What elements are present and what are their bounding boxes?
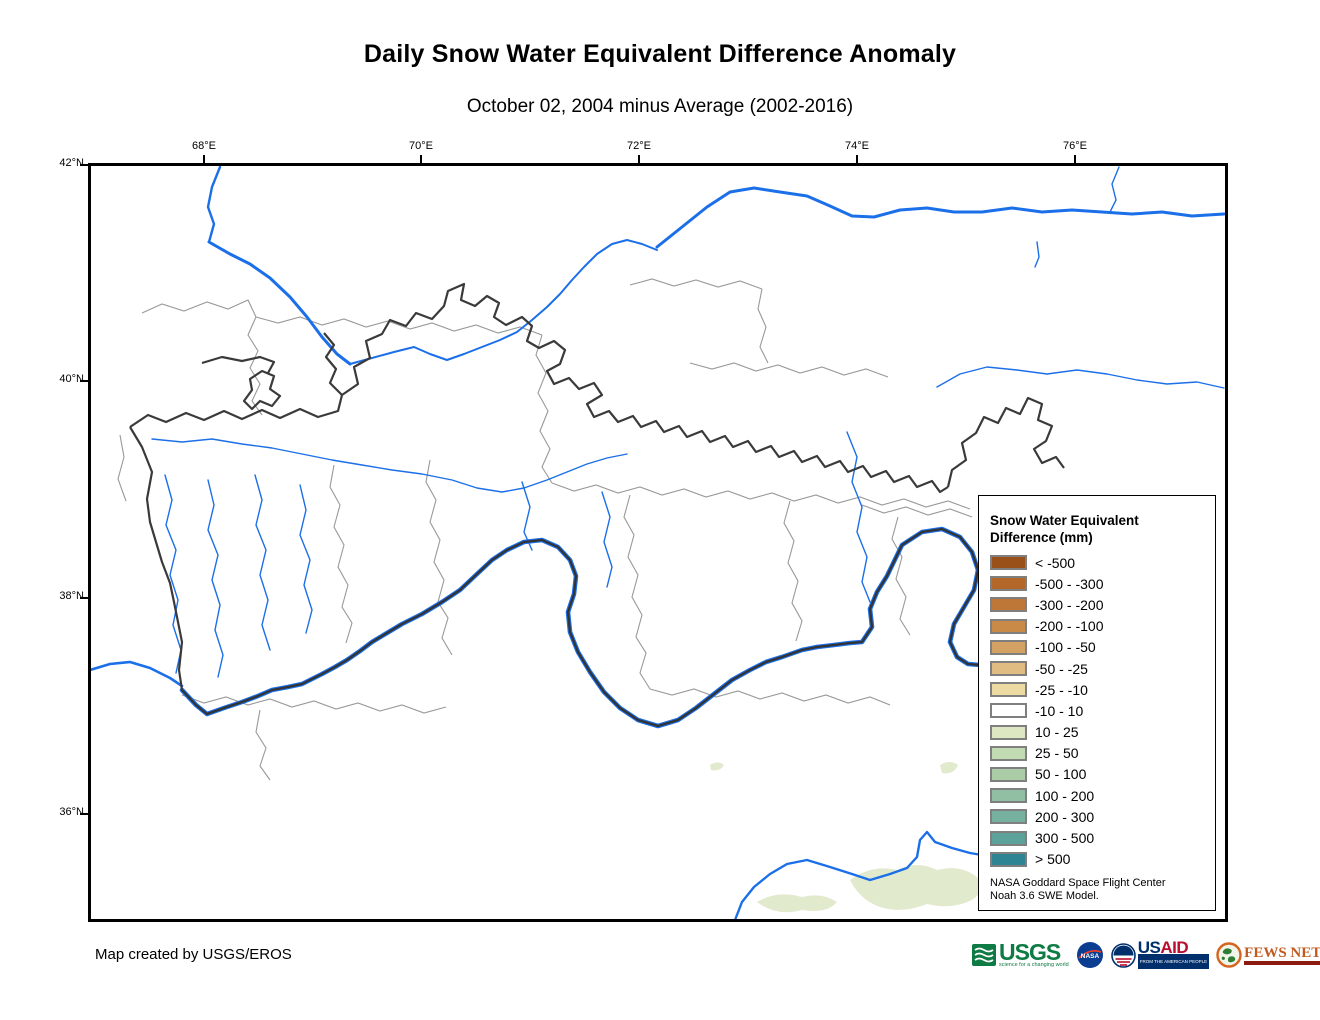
legend-item: -10 - 10 [990,700,1215,721]
nasa-logo: NASA [1076,942,1103,968]
lon-tick-label-70e: 70°E [409,140,433,152]
usgs-wordmark: USGS [999,939,1061,965]
lat-tick-label-40n: 40°N [59,373,84,385]
usgs-logo: USGS science for a changing world [972,939,1069,968]
legend-swatch [990,576,1027,592]
lat-tick-label-42n: 42°N [59,157,84,169]
legend-item-label: -300 - -200 [1035,596,1104,613]
lat-tick-mark [80,813,89,815]
legend-item-label: -200 - -100 [1035,618,1104,635]
legend-swatch [990,788,1027,804]
lon-tick-mark [856,155,858,164]
legend-item: -50 - -25 [990,658,1215,679]
legend-item-label: 300 - 500 [1035,830,1095,847]
map-neatline [90,165,1226,920]
lon-tick-label-68e: 68°E [192,140,216,152]
legend-swatch [990,809,1027,825]
legend-item: -100 - -50 [990,637,1215,658]
legend-item: < -500 [990,552,1215,573]
country-borders [129,282,1065,691]
lon-tick-label-72e: 72°E [627,140,651,152]
lon-tick-mark [420,155,422,164]
lon-tick-mark [638,155,640,164]
legend-swatch [990,639,1027,655]
page-title: Daily Snow Water Equivalent Difference A… [363,40,957,68]
legend-item: 300 - 500 [990,827,1215,848]
watershed-boundaries [117,278,973,781]
legend-item-label: > 500 [1035,851,1071,868]
legend-swatch [990,724,1027,740]
legend-source-line1: NASA Goddard Space Flight Center [990,876,1166,889]
legend-item-label: -10 - 10 [1035,702,1084,719]
legend-swatch [990,618,1027,634]
legend-item-label: -100 - -50 [1035,639,1096,656]
fewsnet-logo: FEWS NET [1216,942,1320,968]
legend-title-line2: Difference (mm) [990,530,1093,545]
lat-tick-mark [80,597,89,599]
legend-title: Snow Water Equivalent Difference (mm) [990,512,1215,546]
legend-item-label: -50 - -25 [1035,660,1088,677]
legend-swatch [990,682,1027,698]
legend-swatch [990,851,1027,867]
fewsnet-globe-icon [1216,942,1242,968]
lat-tick-mark [80,164,89,166]
legend-item-label: 25 - 50 [1035,745,1079,762]
logo-strip: USGS science for a changing world NASA U… [972,936,1320,974]
fewsnet-tagline-bar [1244,960,1320,965]
lon-tick-label-74e: 74°E [845,140,869,152]
legend-item: -300 - -200 [990,594,1215,615]
usaid-us-text: US [1137,938,1161,957]
usaid-tagline: FROM THE AMERICAN PEOPLE [1137,954,1210,969]
usaid-aid-text: AID [1160,938,1189,957]
legend-item: -25 - -10 [990,679,1215,700]
map-credit: Map created by USGS/EROS [95,946,292,963]
legend-item: -500 - -300 [990,573,1215,594]
legend-source: NASA Goddard Space Flight Center Noah 3.… [990,877,1215,904]
map-legend: Snow Water Equivalent Difference (mm) < … [978,495,1216,911]
legend-item-label: 200 - 300 [1035,808,1095,825]
map-svg [90,165,1226,920]
legend-swatch [990,597,1027,613]
legend-rows: < -500 -500 - -300 -300 - -200 -200 - -1… [990,552,1215,870]
usaid-seal-icon [1110,942,1136,968]
legend-item-label: < -500 [1035,554,1076,571]
legend-title-line1: Snow Water Equivalent [990,513,1139,528]
fewsnet-wordmark: FEWS NET [1244,944,1320,961]
lon-tick-label-76e: 76°E [1063,140,1087,152]
legend-item: -200 - -100 [990,616,1215,637]
lat-tick-mark [80,380,89,382]
legend-swatch [990,830,1027,846]
legend-item: 25 - 50 [990,743,1215,764]
nasa-wordmark: NASA [1081,953,1100,960]
usaid-wordmark: USAID [1137,938,1209,957]
legend-item: > 500 [990,849,1215,870]
legend-item: 50 - 100 [990,764,1215,785]
legend-swatch [990,703,1027,719]
legend-item-label: -500 - -300 [1035,575,1104,592]
legend-swatch [990,745,1027,761]
legend-item-label: 10 - 25 [1035,724,1079,741]
legend-swatch [990,661,1027,677]
lon-tick-mark [1074,155,1076,164]
lat-tick-label-36n: 36°N [59,806,84,818]
border-river [179,526,995,729]
legend-item-label: 100 - 200 [1035,787,1095,804]
legend-item-label: -25 - -10 [1035,681,1088,698]
lon-tick-mark [203,155,205,164]
page-subtitle: October 02, 2004 minus Average (2002-201… [466,96,854,117]
legend-item: 10 - 25 [990,722,1215,743]
legend-source-line2: Noah 3.6 SWE Model. [990,890,1099,903]
legend-item: 200 - 300 [990,806,1215,827]
legend-item: 100 - 200 [990,785,1215,806]
legend-swatch [990,766,1027,782]
legend-swatch [990,555,1027,571]
lat-tick-label-38n: 38°N [59,590,84,602]
usgs-tagline: science for a changing world [999,962,1069,968]
legend-item-label: 50 - 100 [1035,766,1087,783]
usgs-waves-icon [972,944,996,966]
usaid-logo: USAID FROM THE AMERICAN PEOPLE [1110,938,1210,969]
